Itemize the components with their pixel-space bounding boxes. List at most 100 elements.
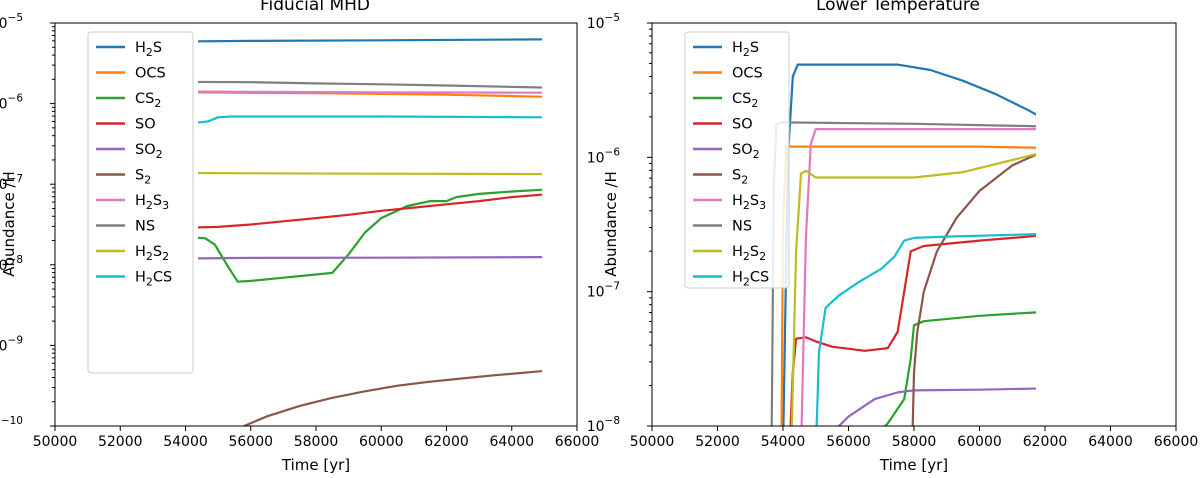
panel-lower-temperature: Lower Temperature 50000 52000 54000 56000 58… — [587, 0, 1199, 474]
legend-subscript: 2 — [154, 97, 161, 110]
legend-label-h2s: H2S — [135, 40, 162, 59]
legend-label-s2: S2 — [732, 168, 748, 187]
series-line-cs2 — [198, 188, 543, 283]
legend-text-part: H — [135, 193, 146, 209]
legend-label-h2cs: H2CS — [732, 270, 769, 289]
legend-subscript: 2 — [156, 148, 163, 161]
legend-label-h2s2: H2S2 — [135, 244, 169, 263]
y-tick-label: 10−6 — [587, 146, 621, 166]
series-line-h2s3 — [800, 128, 1036, 426]
series-line-so — [198, 193, 543, 229]
x-tick-label: 54000 — [163, 434, 208, 450]
x-tick-label: 60000 — [359, 434, 404, 450]
legend-label-h2s3: H2S3 — [732, 193, 766, 212]
legend-label-h2s2: H2S2 — [732, 244, 766, 263]
x-tick-label: 50000 — [33, 434, 78, 450]
x-tick-label: 56000 — [826, 434, 871, 450]
legend-subscript: 2 — [146, 46, 153, 59]
legend-subscript: 2 — [743, 46, 750, 59]
series-line-h2s2 — [790, 153, 1036, 426]
legend-label-so: SO — [135, 117, 156, 133]
legend-subscript: 2 — [741, 174, 748, 187]
x-tick-label: 56000 — [228, 434, 273, 450]
x-tick-label: 58000 — [892, 434, 937, 450]
legend-text-part: S — [135, 168, 144, 184]
series-line-so2 — [837, 387, 1036, 426]
chart-title: Fiducial MHD — [260, 0, 370, 15]
legend-text-part: CS — [153, 270, 172, 286]
x-tick-label: 54000 — [761, 434, 806, 450]
x-tick-label: 52000 — [695, 434, 740, 450]
legend-text-part: H — [732, 270, 743, 286]
series-line-s2 — [911, 153, 1036, 426]
legend-text-part: SO — [732, 142, 753, 158]
y-tick-label: 10−5 — [587, 12, 620, 32]
series-line-h2cs — [815, 233, 1036, 426]
axes-frame — [54, 22, 578, 427]
legend-text-part: S — [153, 193, 162, 209]
legend-text-part: OCS — [732, 66, 763, 82]
legend-text-part: S — [732, 168, 741, 184]
legend-text-part: SO — [135, 142, 156, 158]
legend-text-part: S — [750, 40, 759, 56]
y-tick-label: 10−5 — [0, 12, 23, 32]
legend-subscript: 2 — [144, 174, 151, 187]
legend-text-part: S — [153, 244, 162, 260]
legend-label-so: SO — [732, 117, 753, 133]
legend-text-part: H — [732, 40, 743, 56]
plot-area: 50000 52000 54000 56000 58000 60000 62000 64000… — [0, 12, 599, 450]
legend-text-part: CS — [750, 270, 769, 286]
series-line-h2s2 — [198, 171, 543, 176]
legend-label-ns: NS — [135, 219, 155, 235]
y-axis-label: Abundance /H — [0, 171, 18, 277]
legend-text-part: H — [135, 270, 146, 286]
panel-fiducial-mhd: Fiducial MHD 50000 52000 54000 56000 58000 60… — [0, 0, 599, 474]
legend-label-ns: NS — [732, 219, 752, 235]
series-line-s2 — [243, 370, 543, 426]
y-tick-label: 10−9 — [0, 334, 23, 354]
legend-frame — [684, 31, 790, 289]
legend-text-part: S — [153, 40, 162, 56]
legend-label-h2s: H2S — [732, 40, 759, 59]
legend-subscript: 3 — [759, 199, 766, 212]
x-tick-label: 58000 — [294, 434, 339, 450]
x-axis-label: Time [yr] — [879, 456, 948, 474]
legend-text-part: OCS — [135, 66, 166, 82]
series-line-h2cs — [198, 115, 543, 124]
x-tick-label: 62000 — [424, 434, 469, 450]
legend-text-part: H — [732, 193, 743, 209]
legend-frame — [87, 31, 194, 374]
legend-text-part: NS — [135, 219, 155, 235]
legend-label-so2: SO2 — [135, 142, 163, 161]
legend-subscript: 2 — [759, 250, 766, 263]
legend-subscript: 2 — [146, 250, 153, 263]
legend-label-cs2: CS2 — [732, 91, 758, 110]
y-tick-label: 10−7 — [587, 281, 620, 301]
legend-label-s2: S2 — [135, 168, 151, 187]
legend-label-so2: SO2 — [732, 142, 760, 161]
legend-subscript: 2 — [753, 148, 760, 161]
y-axis-label: Abundance /H — [602, 171, 620, 277]
y-tick-label: 10−7 — [0, 173, 23, 193]
legend-subscript: 2 — [743, 276, 750, 289]
x-tick-label: 66000 — [555, 434, 600, 450]
y-tick-label: 10−8 — [0, 254, 23, 274]
plot-area: 50000 52000 54000 56000 58000 60000 62000 64000… — [587, 12, 1199, 450]
series-group — [770, 63, 1036, 426]
legend-subscript: 2 — [743, 199, 750, 212]
legend-text-part: S — [750, 244, 759, 260]
legend-text-part: CS — [732, 91, 751, 107]
legend-label-ocs: OCS — [135, 66, 166, 82]
legend-text-part: NS — [732, 219, 752, 235]
legend-subscript: 3 — [162, 199, 169, 212]
legend-text-part: SO — [135, 117, 156, 133]
series-line-cs2 — [883, 311, 1036, 426]
series-line-so2 — [198, 256, 543, 260]
axes-frame — [651, 22, 1177, 427]
series-line-h2s — [198, 38, 543, 43]
legend-text-part: H — [135, 40, 146, 56]
series-line-h2s3 — [198, 90, 543, 94]
y-tick-label: 10−8 — [587, 415, 620, 435]
